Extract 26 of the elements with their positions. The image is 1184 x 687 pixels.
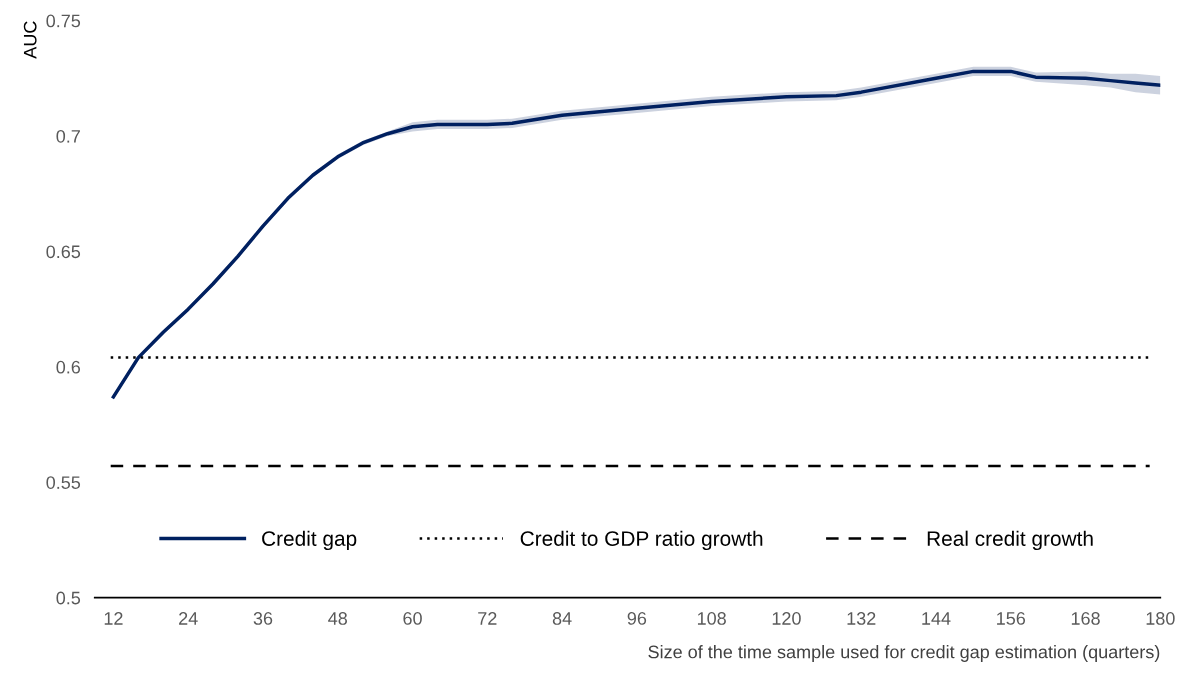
y-tick-label: 0.75 — [46, 14, 81, 28]
x-tick-label: 12 — [104, 612, 123, 625]
x-tick-label: 168 — [1071, 612, 1100, 625]
y-axis-title: AUC — [23, 21, 37, 59]
x-tick-label: 180 — [1146, 612, 1175, 625]
x-tick-label: 24 — [179, 612, 198, 625]
x-tick-label: 108 — [697, 612, 726, 625]
y-tick-label: 0.6 — [56, 360, 81, 374]
legend-label: Real credit growth — [927, 530, 1093, 551]
legend-label: Credit to GDP ratio growth — [520, 530, 763, 551]
x-tick-label: 60 — [403, 612, 422, 625]
y-tick-label: 0.55 — [46, 476, 81, 489]
x-tick-label: 48 — [328, 612, 348, 625]
x-tick-label: 96 — [627, 612, 647, 625]
x-tick-label: 72 — [478, 612, 497, 625]
x-tick-label: 120 — [772, 612, 801, 625]
y-tick-label: 0.7 — [56, 129, 80, 143]
x-tick-label: 132 — [847, 612, 876, 625]
x-axis-title: Size of the time sample used for credit gap estimation (quarters) — [648, 645, 1160, 662]
legend-label: Credit gap — [262, 530, 357, 551]
x-tick-label: 144 — [922, 612, 951, 625]
x-tick-label: 84 — [552, 612, 572, 625]
y-tick-label: 0.65 — [46, 245, 81, 259]
x-tick-label: 156 — [997, 612, 1026, 625]
x-tick-label: 36 — [253, 612, 273, 625]
y-tick-label: 0.5 — [56, 591, 81, 605]
